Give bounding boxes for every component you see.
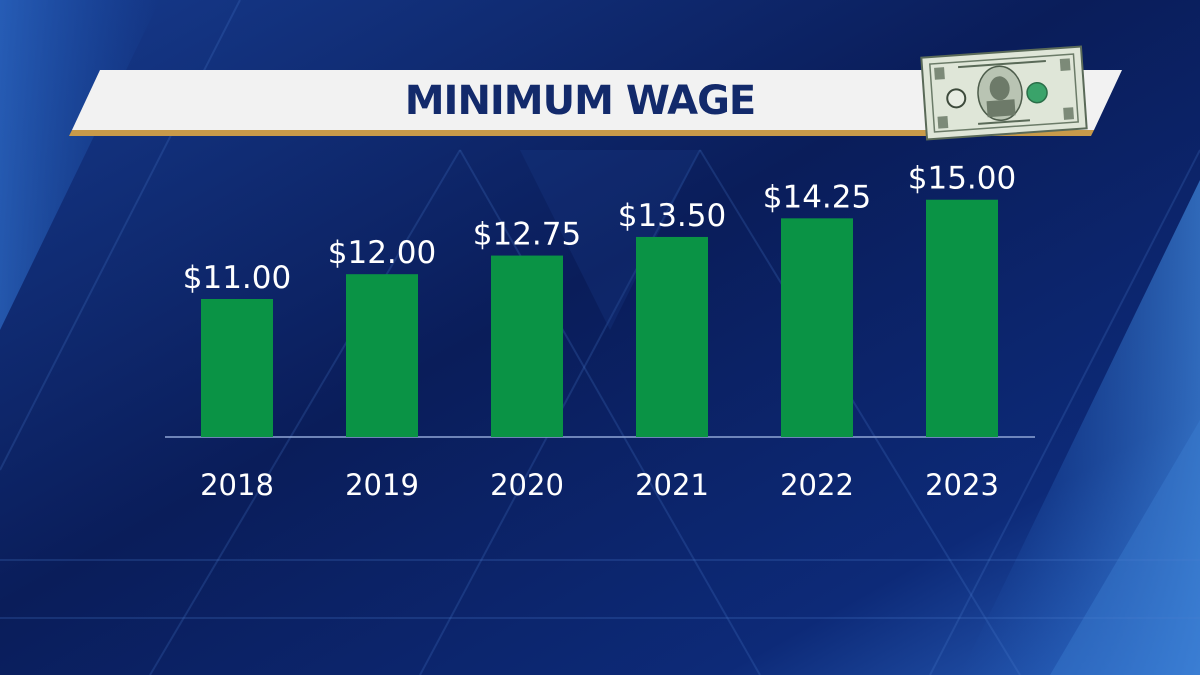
value-label-2020: $12.75 (473, 217, 581, 253)
value-label-2018: $11.00 (183, 260, 291, 296)
bar-2018 (201, 299, 273, 437)
page-title: MINIMUM WAGE (404, 78, 757, 124)
value-label-2022: $14.25 (763, 179, 871, 215)
x-tick-label-2019: 2019 (345, 468, 419, 502)
bar-2023 (926, 199, 998, 437)
x-tick-label-2020: 2020 (490, 468, 564, 502)
x-tick-label-2021: 2021 (635, 468, 709, 502)
value-label-2021: $13.50 (618, 198, 726, 234)
value-label-2023: $15.00 (908, 161, 1016, 197)
value-label-2019: $12.00 (328, 235, 436, 271)
bar-2022 (781, 218, 853, 437)
x-tick-label-2023: 2023 (925, 468, 999, 502)
x-tick-label-2018: 2018 (200, 468, 274, 502)
bar-2021 (636, 236, 708, 437)
bar-2019 (346, 274, 418, 437)
dollar-bill-icon (920, 45, 1088, 141)
x-tick-label-2022: 2022 (780, 468, 854, 502)
bar-2020 (491, 255, 563, 437)
